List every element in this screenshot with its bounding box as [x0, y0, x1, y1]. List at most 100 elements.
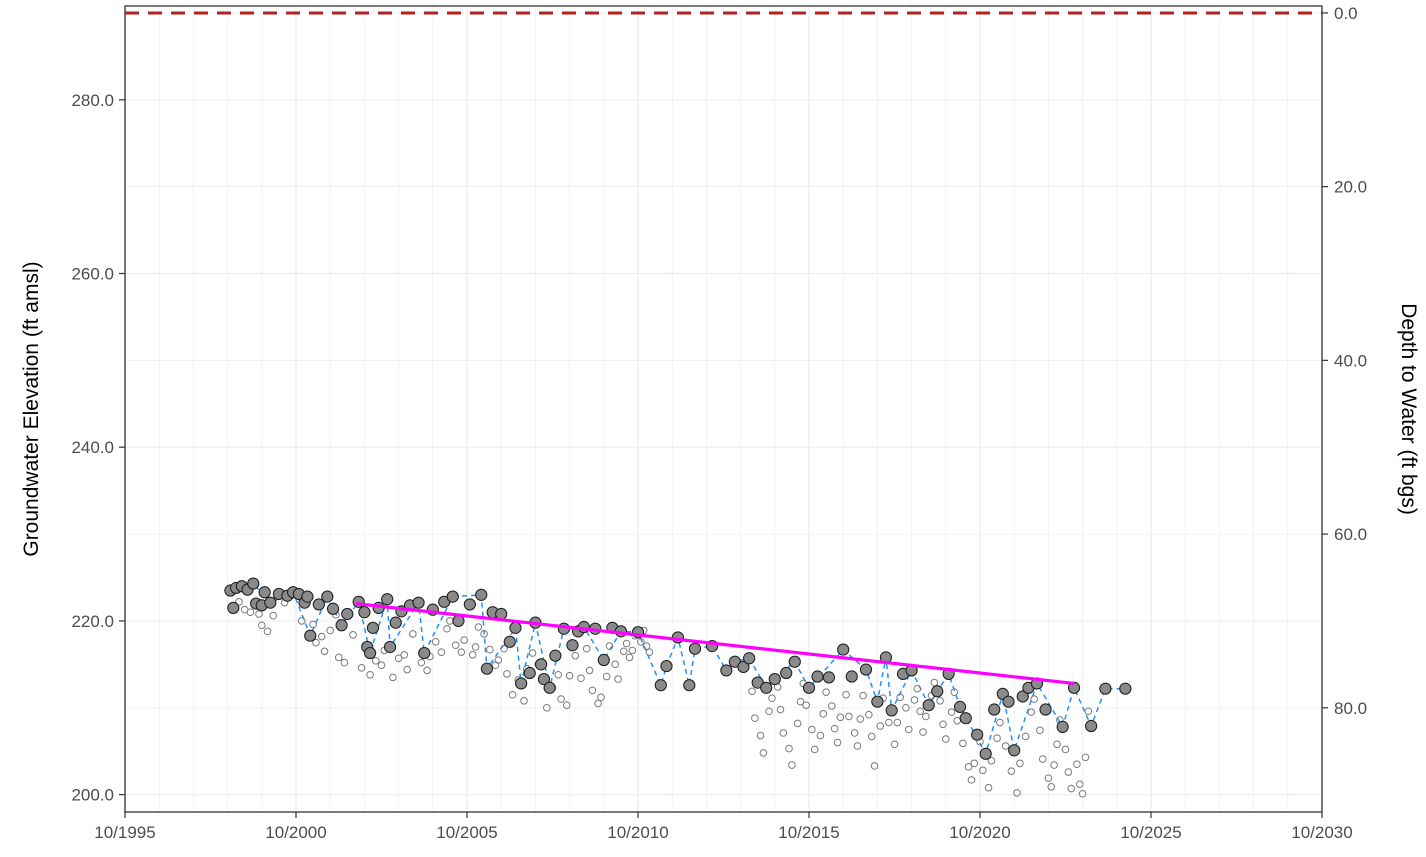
open-data-point [1084, 707, 1093, 716]
open-data-point [830, 724, 839, 733]
filled-data-point [535, 658, 548, 671]
open-data-point [1050, 761, 1058, 769]
filled-data-point [788, 655, 801, 668]
open-data-point [1053, 740, 1061, 749]
open-data-point [451, 641, 460, 650]
filled-data-point [446, 590, 459, 603]
filled-data-point [358, 606, 371, 619]
open-data-point [480, 630, 488, 638]
filled-data-point [509, 621, 522, 634]
open-data-point [967, 776, 976, 784]
open-data-point [759, 749, 768, 757]
open-data-point [1044, 774, 1053, 782]
open-data-point [828, 702, 836, 710]
filled-data-point [341, 607, 354, 621]
open-data-point [756, 731, 765, 740]
open-data-point [810, 745, 819, 754]
y-tick-label: 200.0 [71, 786, 114, 805]
open-data-point [543, 703, 551, 712]
open-data-point [870, 762, 879, 770]
filled-data-point [802, 681, 816, 694]
filled-data-point [768, 673, 781, 686]
filled-data-point [326, 602, 340, 615]
open-data-point [822, 688, 830, 696]
open-data-point [922, 712, 930, 721]
open-data-point [802, 701, 810, 709]
filled-data-point [1085, 719, 1098, 733]
filled-data-point [845, 670, 858, 683]
x-tick-label: 10/2025 [1120, 823, 1181, 842]
grid-lines [124, 6, 1323, 812]
filled-data-point [364, 646, 377, 660]
y-tick-label: 280.0 [71, 91, 114, 110]
open-data-point [768, 694, 776, 703]
open-data-point [503, 670, 511, 678]
open-data-point [309, 620, 317, 629]
open-data-point [748, 687, 756, 696]
open-data-point [788, 761, 796, 769]
open-data-point [588, 686, 597, 695]
filled-data-point [988, 703, 1001, 716]
open-data-point [423, 666, 431, 675]
y-tick-label: 260.0 [71, 265, 114, 284]
open-data-point [856, 715, 865, 723]
y-tick-label: 220.0 [71, 612, 114, 631]
open-data-point [520, 697, 528, 705]
open-data-point [494, 656, 503, 664]
filled-data-point [654, 679, 667, 692]
y2-tick-label: 40.0 [1334, 351, 1367, 370]
open-data-point [500, 644, 508, 653]
open-data-point [597, 693, 605, 702]
open-data-point [816, 731, 825, 740]
open-data-point [417, 658, 426, 667]
open-data-point [833, 738, 842, 747]
open-data-point [582, 644, 591, 653]
open-data-point [1013, 789, 1021, 797]
y2-tick-label: 60.0 [1334, 525, 1367, 544]
open-data-point [1036, 726, 1044, 735]
y2-tick-label: 20.0 [1334, 178, 1367, 197]
open-data-point [460, 636, 468, 644]
x-tick-label: 10/2005 [436, 823, 497, 842]
filled-data-point [660, 659, 673, 673]
filled-data-point [737, 660, 750, 674]
filled-data-point [418, 646, 431, 660]
open-data-point [443, 624, 451, 633]
open-data-point [317, 632, 326, 641]
open-data-point [1073, 760, 1081, 769]
open-data-point [1038, 755, 1047, 763]
open-data-point [471, 643, 480, 651]
open-data-point [910, 696, 919, 704]
open-data-point [1078, 789, 1087, 798]
open-data-point [1047, 783, 1056, 791]
filled-data-point [822, 671, 836, 684]
open-data-point [437, 648, 446, 656]
open-data-point [1064, 768, 1073, 776]
open-data-point [1001, 742, 1010, 750]
filled-data-point [922, 699, 935, 712]
open-data-point [793, 719, 802, 728]
filled-data-point [523, 666, 536, 680]
filled-data-point [312, 598, 325, 611]
open-data-point [562, 701, 571, 709]
filled-data-point [381, 593, 394, 606]
open-data-point [394, 654, 403, 663]
open-data-point [970, 759, 979, 768]
open-data-point [916, 707, 924, 716]
open-data-point [876, 722, 885, 730]
open-data-point [845, 712, 853, 721]
open-data-point [819, 710, 828, 718]
open-data-point [959, 739, 967, 748]
filled-data-point [885, 704, 898, 717]
open-data-point [953, 717, 962, 725]
open-data-point [377, 661, 386, 670]
filled-data-point [412, 596, 425, 609]
open-data-point [859, 691, 867, 700]
open-data-point [403, 665, 411, 674]
filled-data-point [475, 588, 488, 601]
filled-data-point [811, 670, 824, 683]
filled-data-point [953, 700, 967, 714]
filled-data-point [688, 642, 702, 655]
open-data-point [622, 639, 631, 648]
